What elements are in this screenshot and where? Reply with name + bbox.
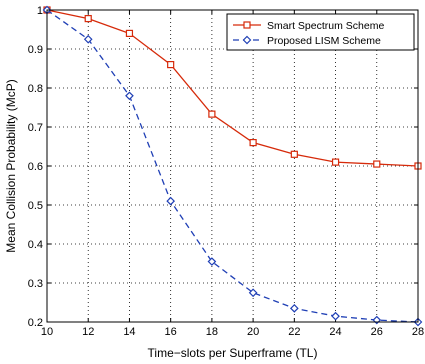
data-point <box>249 139 257 147</box>
x-tick-label: 22 <box>288 326 300 338</box>
data-point <box>167 60 175 69</box>
data-point <box>166 196 176 206</box>
data-point <box>208 110 216 118</box>
x-tick-label: 24 <box>329 326 341 338</box>
x-tick-label: 28 <box>412 326 424 338</box>
y-tick-label: 0.8 <box>28 83 43 95</box>
grid-lines <box>47 10 418 322</box>
tick-labels: 10 12 14 16 18 20 22 24 26 28 0.2 0.3 0.4 0.5 0.6 0.7 0.… <box>28 5 424 338</box>
x-tick-label: 26 <box>371 326 383 338</box>
y-tick-label: 0.6 <box>28 161 43 173</box>
series-2 <box>42 5 423 327</box>
legend-items: Smart Spectrum Scheme Proposed LISM Schem… <box>233 20 384 47</box>
plot-frame <box>46 9 419 323</box>
y-tick-label: 0.3 <box>28 278 43 290</box>
x-axis-label: Time−slots per Superframe (TL) <box>148 346 318 360</box>
data-point <box>84 14 92 23</box>
x-tick-label: 10 <box>41 326 53 338</box>
x-tick-label: 18 <box>206 326 218 338</box>
legend-marker <box>242 35 252 45</box>
legend: Smart Spectrum Scheme Proposed LISM Schem… <box>226 13 415 51</box>
y-tick-label: 1 <box>37 5 43 17</box>
legend-box <box>226 13 415 51</box>
data-point <box>373 160 381 168</box>
data-point <box>289 304 299 313</box>
legend-entry: Smart Spectrum Scheme <box>233 20 384 32</box>
y-axis-label: Mean Collision Probability (McP) <box>4 79 18 252</box>
data-point <box>125 91 134 101</box>
y-tick-label: 0.4 <box>28 239 43 251</box>
data-point <box>331 158 340 166</box>
series-line <box>46 9 419 323</box>
x-tick-label: 20 <box>247 326 259 338</box>
y-tick-label: 0.9 <box>28 44 43 56</box>
data-point <box>125 29 134 37</box>
y-tick-label: 0.5 <box>28 200 43 212</box>
series-1 <box>43 6 422 170</box>
legend-label: Proposed LISM Scheme <box>267 35 381 47</box>
legend-marker <box>243 21 251 29</box>
data-point <box>248 288 258 298</box>
x-tick-label: 12 <box>82 326 94 338</box>
series-layer <box>42 5 423 327</box>
y-tick-label: 0.7 <box>28 122 43 134</box>
legend-entry: Proposed LISM Scheme <box>233 35 381 47</box>
series-line <box>46 9 419 167</box>
x-tick-label: 16 <box>165 326 177 338</box>
data-point <box>83 34 93 44</box>
data-point <box>290 150 298 158</box>
x-tick-label: 14 <box>123 326 135 338</box>
y-tick-label: 0.2 <box>28 317 43 329</box>
axis-ticks <box>46 9 419 323</box>
data-point <box>331 311 340 321</box>
legend-label: Smart Spectrum Scheme <box>267 20 384 32</box>
data-point <box>207 257 217 266</box>
